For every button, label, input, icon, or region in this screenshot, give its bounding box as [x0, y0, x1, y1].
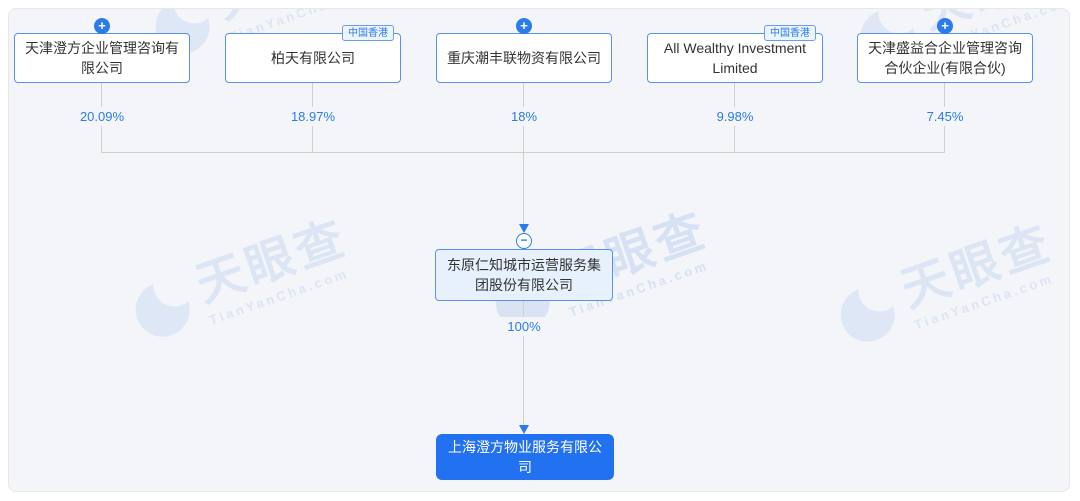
- company-name: All Wealthy Investment Limited: [663, 39, 807, 76]
- company-name: 天津盛益合企业管理咨询合伙企业(有限合伙): [868, 39, 1022, 76]
- company-name: 柏天有限公司: [271, 49, 355, 66]
- intermediate-company-box[interactable]: 东原仁知城市运营服务集团股份有限公司: [435, 249, 613, 301]
- expand-plus-icon[interactable]: +: [516, 18, 532, 34]
- company-name: 东原仁知城市运营服务集团股份有限公司: [447, 256, 601, 293]
- arrow-down-icon: [519, 224, 529, 233]
- ownership-percent: 18%: [503, 107, 545, 126]
- tianyancha-logo-icon: [833, 280, 902, 349]
- ownership-percent: 20.09%: [72, 107, 132, 126]
- connector-line: [523, 301, 524, 425]
- ownership-percent: 9.98%: [709, 107, 761, 126]
- company-name: 重庆潮丰联物资有限公司: [447, 49, 601, 66]
- shareholder-box-botian[interactable]: 中国香港 柏天有限公司: [225, 25, 401, 83]
- expand-plus-icon[interactable]: +: [937, 18, 953, 34]
- expand-plus-icon[interactable]: +: [94, 18, 110, 34]
- connector-line: [101, 152, 945, 153]
- shareholder-box-chongqing-chaofenglian[interactable]: + 重庆潮丰联物资有限公司: [436, 18, 612, 83]
- connector-line: [523, 153, 524, 224]
- region-tag-hongkong: 中国香港: [764, 25, 816, 41]
- ownership-percent: 18.97%: [283, 107, 343, 126]
- company-name: 天津澄方企业管理咨询有限公司: [25, 39, 179, 76]
- shareholder-box-all-wealthy[interactable]: 中国香港 All Wealthy Investment Limited: [647, 25, 823, 83]
- company-name: 上海澄方物业服务有限公司: [448, 438, 602, 475]
- shareholder-box-tianjin-shengyihe[interactable]: + 天津盛益合企业管理咨询合伙企业(有限合伙): [857, 18, 1033, 83]
- shareholder-box-tianjin-chengfang[interactable]: + 天津澄方企业管理咨询有限公司: [14, 18, 190, 83]
- arrow-down-icon: [519, 425, 529, 434]
- target-company-box[interactable]: 上海澄方物业服务有限公司: [436, 434, 614, 480]
- collapse-minus-icon[interactable]: −: [516, 233, 532, 249]
- region-tag-hongkong: 中国香港: [342, 25, 394, 41]
- tianyancha-logo-icon: [128, 275, 197, 344]
- ownership-percent: 7.45%: [919, 107, 971, 126]
- ownership-percent-100: 100%: [500, 317, 548, 336]
